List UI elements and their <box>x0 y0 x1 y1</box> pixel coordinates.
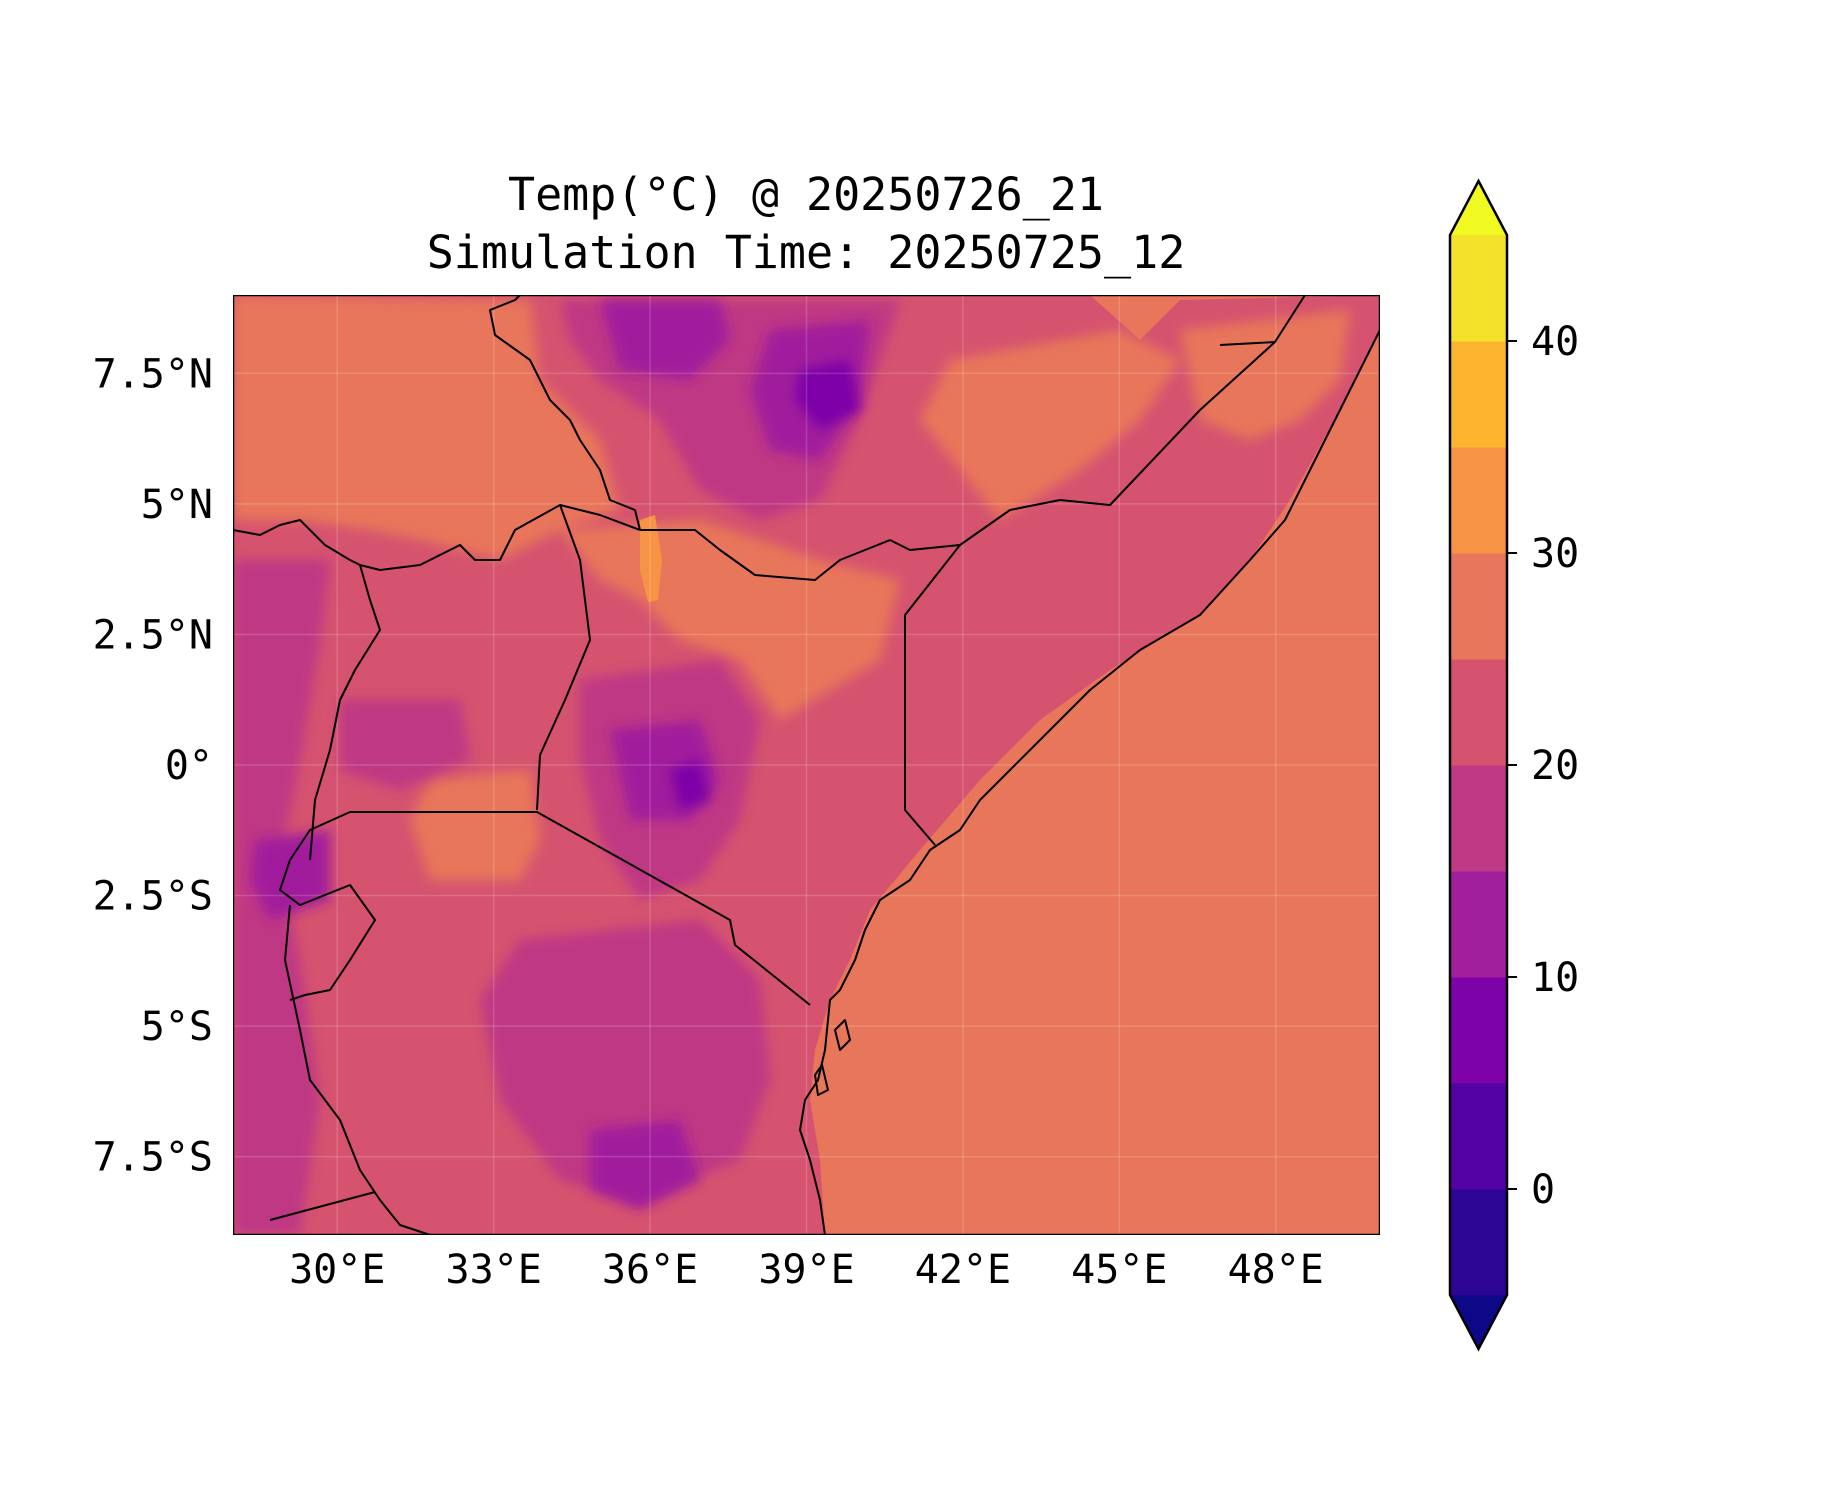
island-zanzibar <box>834 1019 851 1051</box>
cold-patch-tanzania-south <box>590 1120 700 1210</box>
warm-patch-ethiopia-east <box>920 330 1180 520</box>
colorbar-level-7 <box>1450 447 1507 554</box>
y-tick-label-4: 2.5°S <box>93 874 213 920</box>
colorbar-level-9 <box>1450 235 1507 342</box>
x-tick-label-5: 45°E <box>1071 1247 1167 1293</box>
x-axis-ticks: 30°E 33°E 36°E 39°E 42°E 45°E 48°E <box>289 1247 1324 1293</box>
x-tick-label-2: 36°E <box>602 1247 698 1293</box>
x-tick-label-6: 48°E <box>1228 1247 1324 1293</box>
cool-patch-uganda <box>340 700 470 790</box>
y-tick-label-2: 2.5°N <box>93 612 213 658</box>
x-tick-label-0: 30°E <box>289 1247 385 1293</box>
colorbar-level-2 <box>1450 977 1507 1084</box>
border-kenya-somalia <box>904 544 961 846</box>
border-south-sudan-uganda <box>359 504 641 571</box>
y-tick-label-5: 5°S <box>141 1004 213 1050</box>
x-tick-label-3: 39°E <box>758 1247 854 1293</box>
colorbar-tick-label-3: 30 <box>1531 531 1579 577</box>
border-drc-tanzania-lake <box>284 904 431 1235</box>
x-tick-label-4: 42°E <box>915 1247 1011 1293</box>
border-rwanda-burundi <box>279 811 376 1001</box>
island-mafia <box>814 1064 829 1096</box>
border-drc-south-sudan <box>233 519 361 566</box>
y-tick-label-1: 5°N <box>141 482 213 528</box>
y-tick-label-3: 0° <box>165 743 213 789</box>
gridlines <box>233 295 1380 1235</box>
warm-patch-lake-victoria <box>410 770 540 880</box>
border-somalia-ethiopia <box>889 295 1306 551</box>
colorbar-level-8 <box>1450 341 1507 448</box>
border-uganda-kenya <box>536 504 591 811</box>
border-south-sudan-ethiopia <box>489 295 641 531</box>
border-uganda-drc <box>309 564 381 861</box>
y-tick-label-6: 7.5°S <box>93 1135 213 1181</box>
colorbar-level-6 <box>1450 553 1507 660</box>
border-zambia <box>269 1191 376 1221</box>
hot-streak-turkana <box>640 515 662 602</box>
cold-patch-ethiopia-north <box>600 300 730 380</box>
colorbar-outline <box>1448 178 1509 1352</box>
map-area <box>233 295 1380 1235</box>
coldest-patch-ethiopia <box>795 360 860 430</box>
colorbar-level-4 <box>1450 765 1507 872</box>
map-title-line2: Simulation Time: 20250725_12 <box>427 226 1186 279</box>
cool-patch-tanzania <box>480 920 770 1200</box>
colorbar-tick-label-2: 20 <box>1531 743 1579 789</box>
colorbar-level-5 <box>1450 659 1507 766</box>
border-tanzania-north <box>350 811 811 1006</box>
colorbar-tick-label-1: 10 <box>1531 955 1579 1001</box>
coldest-patch-kenya <box>670 760 710 810</box>
map-title-line1: Temp(°C) @ 20250726_21 <box>508 168 1104 221</box>
colorbar-level-3 <box>1450 871 1507 978</box>
x-tick-label-1: 33°E <box>446 1247 542 1293</box>
colorbar-tick-label-0: 0 <box>1531 1167 1555 1213</box>
colorbar: 0 10 20 30 40 <box>1448 178 1579 1352</box>
colorbar-tick-label-4: 40 <box>1531 319 1579 365</box>
colorbar-extend-over <box>1450 181 1507 235</box>
colorbar-level-1 <box>1450 1083 1507 1190</box>
warm-patch-south-sudan <box>233 295 620 560</box>
colorbar-level-0 <box>1450 1189 1507 1296</box>
border-ethiopia-kenya <box>640 529 891 581</box>
y-axis-ticks: 7.5°N 5°N 2.5°N 0° 2.5°S 5°S 7.5°S <box>93 351 213 1180</box>
coastline-east-africa <box>799 329 1380 1235</box>
colorbar-extend-under <box>1450 1295 1507 1349</box>
warm-patch-somalia <box>1180 310 1350 440</box>
y-tick-label-0: 7.5°N <box>93 351 213 397</box>
